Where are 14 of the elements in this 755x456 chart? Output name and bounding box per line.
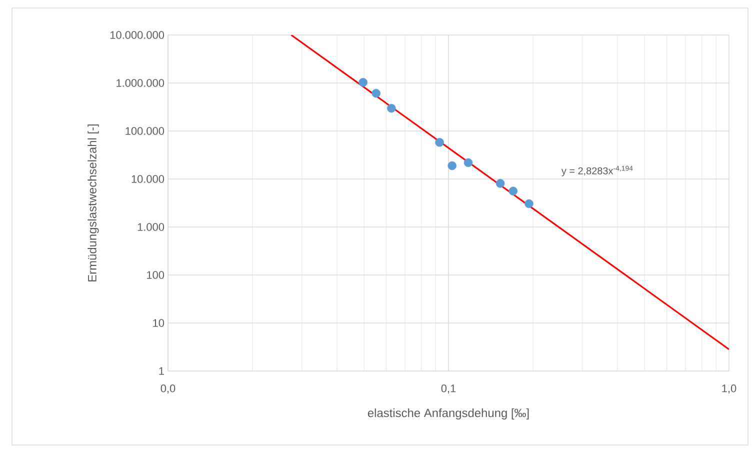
- y-tick-label: 1.000: [138, 223, 164, 231]
- y-tick-label: 10.000: [132, 175, 164, 183]
- x-tick-label: 1,0: [722, 384, 736, 394]
- x-axis-title: elastische Anfangsdehung [‰]: [368, 408, 529, 420]
- y-tick-label: 1.000.000: [116, 79, 164, 87]
- y-tick-label: 10: [153, 319, 164, 327]
- y-tick-label: 100: [147, 271, 164, 279]
- y-tick-label: 100.000: [126, 127, 164, 135]
- annotation: y = 2,8283x$^{-4,194}$: [561, 166, 633, 176]
- y-tick-label: 10.000.000: [110, 31, 164, 39]
- x-tick-label: 0,1: [441, 384, 456, 394]
- y-tick-label: 1: [159, 367, 164, 375]
- x-tick-label: 0,0: [160, 384, 176, 394]
- y-axis-title: Ermüdungslastwechselzahl [-]: [88, 124, 99, 282]
